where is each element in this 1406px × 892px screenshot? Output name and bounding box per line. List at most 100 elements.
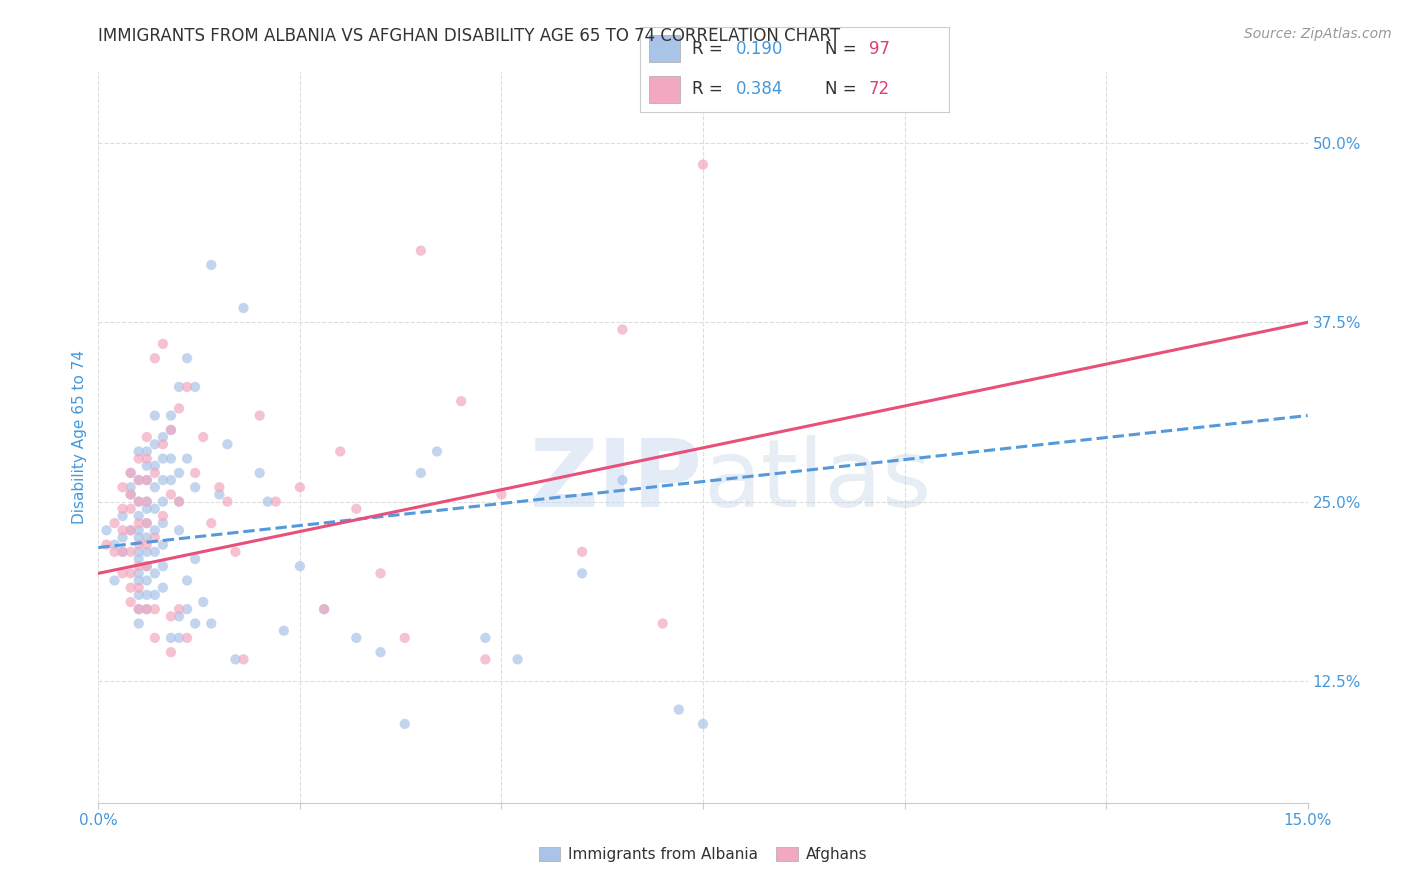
Point <box>143 566 166 581</box>
Point <box>224 545 246 559</box>
Point <box>474 652 496 666</box>
Point <box>152 494 174 508</box>
Point <box>111 524 134 538</box>
Point <box>273 624 295 638</box>
Point <box>128 559 150 574</box>
Point <box>96 524 118 538</box>
Point <box>184 380 207 394</box>
Point <box>128 616 150 631</box>
Point <box>167 631 190 645</box>
Point <box>128 494 150 508</box>
Point <box>143 602 166 616</box>
Point <box>152 451 174 466</box>
Point <box>344 631 367 645</box>
Point <box>314 602 336 616</box>
Text: N =: N = <box>825 40 862 58</box>
Point <box>409 466 432 480</box>
Point <box>120 487 142 501</box>
Point <box>135 458 157 473</box>
Point <box>135 602 157 616</box>
Point <box>103 538 125 552</box>
Point <box>128 602 150 616</box>
Point <box>135 559 157 574</box>
Point <box>176 451 198 466</box>
Point <box>111 545 134 559</box>
Point <box>135 516 157 530</box>
Point <box>167 524 190 538</box>
Point <box>370 566 392 581</box>
Point <box>143 458 166 473</box>
Point <box>152 559 174 574</box>
Point <box>314 602 336 616</box>
Point <box>143 409 166 423</box>
Point <box>160 609 183 624</box>
Point <box>135 574 157 588</box>
Point <box>111 566 134 581</box>
Text: 97: 97 <box>869 40 890 58</box>
Point <box>193 430 215 444</box>
Point <box>152 538 174 552</box>
Point <box>167 609 190 624</box>
Point <box>184 552 207 566</box>
Point <box>143 466 166 480</box>
Point <box>143 501 166 516</box>
Point <box>128 602 150 616</box>
Point <box>160 631 183 645</box>
Text: Source: ZipAtlas.com: Source: ZipAtlas.com <box>1244 27 1392 41</box>
Point <box>128 524 150 538</box>
Point <box>96 538 118 552</box>
Point <box>167 494 190 508</box>
Point <box>128 516 150 530</box>
Point <box>128 444 150 458</box>
Point <box>167 466 190 480</box>
Point <box>160 409 183 423</box>
Text: IMMIGRANTS FROM ALBANIA VS AFGHAN DISABILITY AGE 65 TO 74 CORRELATION CHART: IMMIGRANTS FROM ALBANIA VS AFGHAN DISABI… <box>98 27 841 45</box>
Point <box>103 516 125 530</box>
Point <box>143 351 166 366</box>
Point <box>128 451 150 466</box>
Point <box>120 501 142 516</box>
Point <box>612 322 634 336</box>
Point <box>135 494 157 508</box>
Point <box>176 631 198 645</box>
Point <box>344 501 367 516</box>
Text: atlas: atlas <box>703 435 931 527</box>
Point <box>152 581 174 595</box>
Point <box>111 508 134 523</box>
Point <box>200 516 222 530</box>
Point <box>409 244 432 258</box>
Point <box>329 444 352 458</box>
Point <box>128 538 150 552</box>
Point <box>491 487 513 501</box>
Text: N =: N = <box>825 80 862 98</box>
Point <box>103 574 125 588</box>
Point <box>120 487 142 501</box>
Point <box>288 480 311 494</box>
Point <box>176 602 198 616</box>
Point <box>426 444 449 458</box>
Point <box>103 545 125 559</box>
Text: 72: 72 <box>869 80 890 98</box>
Point <box>120 545 142 559</box>
Point <box>217 437 239 451</box>
Point <box>571 566 593 581</box>
Point <box>120 524 142 538</box>
Point <box>668 702 690 716</box>
Point <box>111 501 134 516</box>
Point <box>128 473 150 487</box>
Point <box>692 717 714 731</box>
Point <box>167 380 190 394</box>
Point <box>120 595 142 609</box>
Point <box>135 545 157 559</box>
Point <box>152 473 174 487</box>
Point <box>651 616 673 631</box>
Point <box>288 559 311 574</box>
Point <box>176 574 198 588</box>
Point <box>120 466 142 480</box>
Point <box>128 574 150 588</box>
Point <box>152 430 174 444</box>
Point <box>474 631 496 645</box>
Point <box>160 423 183 437</box>
Point <box>120 566 142 581</box>
Point <box>571 545 593 559</box>
